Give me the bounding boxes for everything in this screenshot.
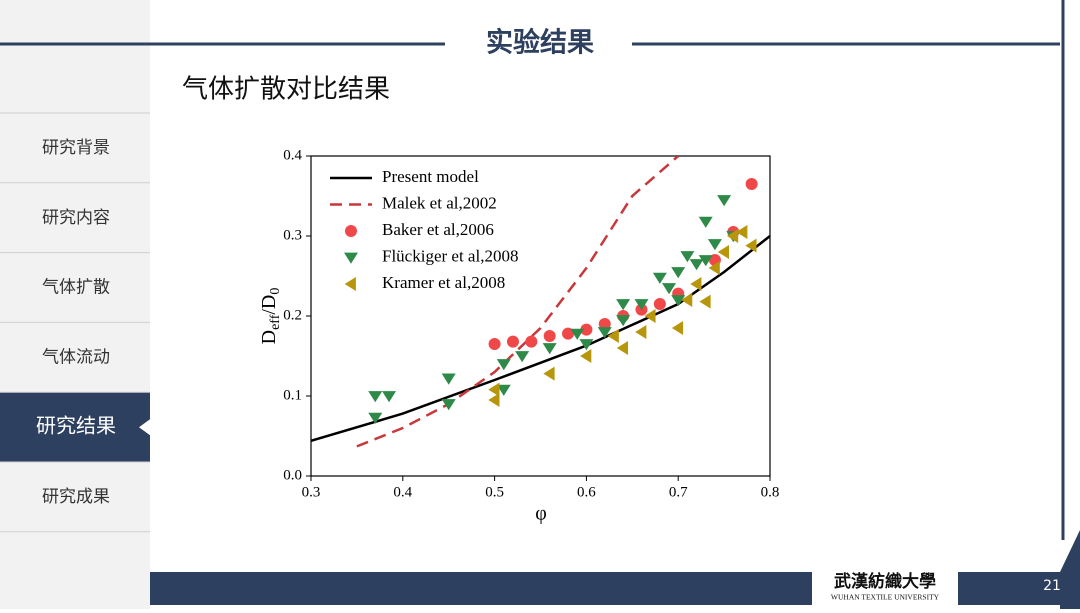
data-point (525, 335, 538, 348)
data-point (368, 412, 383, 424)
line-series (356, 156, 680, 448)
data-point (580, 349, 592, 363)
y-label-part: /D (258, 295, 280, 315)
data-point (616, 315, 631, 327)
page-number: 21 (1043, 578, 1061, 594)
data-point (653, 298, 666, 310)
data-point (699, 294, 711, 309)
data-point (717, 245, 729, 259)
data-point (689, 259, 704, 271)
data-point (441, 373, 456, 385)
data-point (543, 330, 556, 342)
y-label-part: D (258, 330, 280, 344)
data-point (543, 366, 555, 381)
data-point (680, 251, 695, 263)
data-point (597, 327, 612, 339)
data-point (616, 299, 631, 311)
legend-symbol (345, 225, 357, 237)
sidebar-item[interactable]: 研究成果 (42, 487, 110, 507)
edge-block (1060, 530, 1080, 609)
logo-box (812, 572, 958, 605)
data-point (671, 267, 686, 279)
data-point (542, 343, 557, 355)
data-point (698, 216, 713, 228)
data-point (708, 261, 720, 275)
data-point (368, 391, 383, 403)
data-point (671, 295, 686, 307)
data-point (726, 229, 739, 243)
data-point (644, 309, 656, 323)
sidebar-item[interactable]: 气体扩散 (42, 278, 110, 298)
data-point (562, 327, 575, 340)
x-tick-label: 0.4 (393, 484, 412, 500)
sidebar-item-active (0, 392, 150, 462)
legend-label: Flückiger et al,2008 (382, 246, 518, 265)
y-tick-label: 0.4 (283, 147, 302, 163)
data-point (580, 323, 593, 336)
logo-cn: 武漢紡織大學 (834, 571, 936, 591)
data-point (607, 329, 619, 343)
subtitle: 气体扩散对比结果 (182, 75, 390, 105)
legend-label: Baker et al,2006 (382, 220, 494, 239)
sidebar-item[interactable]: 研究内容 (42, 208, 110, 228)
y-label-part: eff (268, 314, 283, 330)
data-point (598, 318, 611, 330)
legend-label: Malek et al,2002 (382, 193, 497, 212)
legend-label: Kramer et al,2008 (382, 273, 505, 292)
data-point (488, 393, 500, 407)
data-point (736, 225, 748, 239)
plot-frame (310, 155, 771, 477)
data-point (496, 384, 511, 396)
y-label-part: 0 (268, 288, 283, 295)
data-point (488, 338, 501, 350)
data-point (515, 351, 530, 363)
line-series (311, 235, 770, 442)
x-tick-label: 0.3 (302, 484, 321, 500)
x-tick-label: 0.5 (485, 484, 504, 500)
data-point (652, 272, 667, 284)
x-tick-label: 0.6 (577, 484, 596, 500)
data-point (745, 238, 757, 253)
data-point (717, 195, 732, 207)
y-axis-label: Deff/D0 (258, 288, 284, 345)
data-point (662, 283, 677, 295)
data-point (616, 341, 629, 355)
data-point (579, 339, 594, 351)
sidebar-item[interactable]: 研究结果 (36, 414, 116, 438)
data-point (681, 293, 693, 307)
data-point (707, 239, 722, 251)
data-point (488, 382, 500, 397)
data-point (690, 277, 702, 291)
sidebar-item[interactable]: 研究背景 (42, 138, 110, 158)
data-point (634, 299, 649, 311)
sidebar (0, 0, 150, 609)
y-tick-label: 0.3 (283, 227, 302, 243)
sidebar-item[interactable]: 气体流动 (42, 347, 110, 367)
data-point (698, 255, 713, 267)
y-tick-label: 0.2 (283, 307, 302, 323)
legend-symbol (344, 277, 356, 291)
x-tick-label: 0.8 (761, 484, 780, 500)
data-point (506, 335, 519, 348)
active-arrow (139, 419, 150, 436)
data-point (635, 325, 647, 339)
header-title: 实验结果 (486, 27, 594, 59)
logo-en: WUHAN TEXTILE UNIVERSITY (831, 593, 940, 602)
y-tick-label: 0.0 (283, 467, 302, 483)
data-point (745, 178, 758, 190)
data-point (496, 359, 511, 371)
data-point (570, 328, 585, 340)
legend-label: Present model (382, 167, 479, 186)
x-axis-label: φ (535, 503, 547, 525)
data-point (382, 391, 397, 403)
y-tick-label: 0.1 (283, 387, 302, 403)
x-tick-label: 0.7 (669, 484, 688, 500)
legend-symbol (344, 252, 358, 264)
data-point (441, 399, 456, 411)
data-point (671, 321, 684, 335)
